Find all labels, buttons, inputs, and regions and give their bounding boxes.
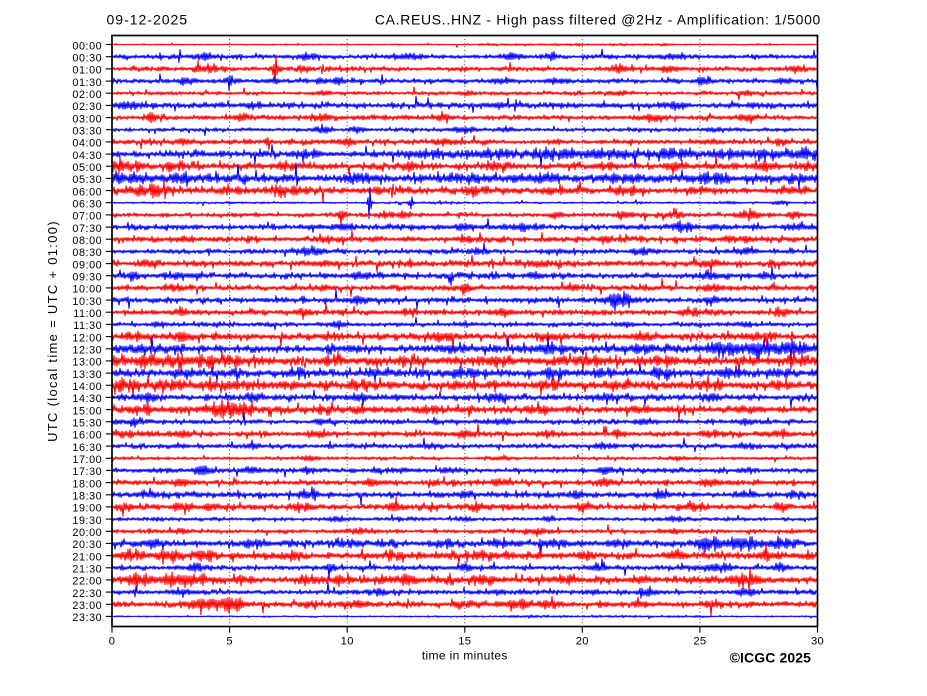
svg-text:10:00: 10:00 (72, 284, 102, 296)
svg-text:02:30: 02:30 (72, 101, 102, 113)
svg-text:04:00: 04:00 (72, 138, 102, 150)
svg-text:03:00: 03:00 (72, 113, 102, 125)
svg-text:05:30: 05:30 (72, 174, 102, 186)
svg-text:21:00: 21:00 (72, 551, 102, 563)
svg-text:15:30: 15:30 (72, 418, 102, 430)
svg-text:19:00: 19:00 (72, 503, 102, 515)
svg-text:10: 10 (341, 636, 354, 648)
svg-text:19:30: 19:30 (72, 515, 102, 527)
svg-text:09:00: 09:00 (72, 259, 102, 271)
svg-text:01:00: 01:00 (72, 65, 102, 77)
svg-text:20:00: 20:00 (72, 527, 102, 539)
svg-text:03:30: 03:30 (72, 126, 102, 138)
svg-text:06:00: 06:00 (72, 186, 102, 198)
svg-text:11:30: 11:30 (73, 320, 102, 332)
svg-text:13:30: 13:30 (72, 369, 102, 381)
svg-text:12:00: 12:00 (72, 332, 102, 344)
svg-text:UTC (local time = UTC + 01:00): UTC (local time = UTC + 01:00) (45, 220, 60, 442)
svg-text:07:30: 07:30 (72, 223, 102, 235)
svg-text:11:00: 11:00 (73, 308, 102, 320)
svg-text:13:00: 13:00 (72, 357, 102, 369)
svg-text:15:00: 15:00 (72, 405, 102, 417)
svg-text:23:30: 23:30 (72, 612, 102, 624)
svg-text:14:00: 14:00 (72, 381, 102, 393)
svg-text:09-12-2025: 09-12-2025 (107, 12, 189, 28)
svg-text:25: 25 (693, 636, 706, 648)
svg-text:23:00: 23:00 (72, 600, 102, 612)
svg-text:01:30: 01:30 (72, 77, 102, 89)
svg-text:©ICGC 2025: ©ICGC 2025 (730, 650, 811, 666)
svg-text:00:00: 00:00 (72, 40, 102, 52)
svg-text:time in minutes: time in minutes (422, 649, 508, 663)
svg-text:08:00: 08:00 (72, 235, 102, 247)
svg-text:07:00: 07:00 (72, 211, 102, 223)
svg-text:05:00: 05:00 (72, 162, 102, 174)
svg-text:16:00: 16:00 (72, 430, 102, 442)
svg-text:5: 5 (226, 636, 233, 648)
svg-text:21:30: 21:30 (72, 564, 102, 576)
svg-text:14:30: 14:30 (72, 393, 102, 405)
svg-text:CA.REUS..HNZ - High pass filte: CA.REUS..HNZ - High pass filtered @2Hz -… (375, 12, 821, 28)
svg-text:17:00: 17:00 (72, 454, 102, 466)
svg-text:22:00: 22:00 (72, 576, 102, 588)
svg-text:20:30: 20:30 (72, 539, 102, 551)
svg-text:15: 15 (458, 636, 471, 648)
svg-text:06:30: 06:30 (72, 199, 102, 211)
svg-text:10:30: 10:30 (72, 296, 102, 308)
svg-text:12:30: 12:30 (72, 345, 102, 357)
svg-text:04:30: 04:30 (72, 150, 102, 162)
svg-text:17:30: 17:30 (72, 466, 102, 478)
svg-text:08:30: 08:30 (72, 247, 102, 259)
svg-text:20: 20 (576, 636, 589, 648)
svg-text:00:30: 00:30 (72, 53, 102, 65)
svg-text:18:30: 18:30 (72, 491, 102, 503)
svg-text:22:30: 22:30 (72, 588, 102, 600)
svg-text:09:30: 09:30 (72, 272, 102, 284)
svg-text:16:30: 16:30 (72, 442, 102, 454)
svg-text:18:00: 18:00 (72, 478, 102, 490)
svg-text:30: 30 (811, 636, 824, 648)
svg-text:02:00: 02:00 (72, 89, 102, 101)
svg-text:0: 0 (109, 636, 116, 648)
